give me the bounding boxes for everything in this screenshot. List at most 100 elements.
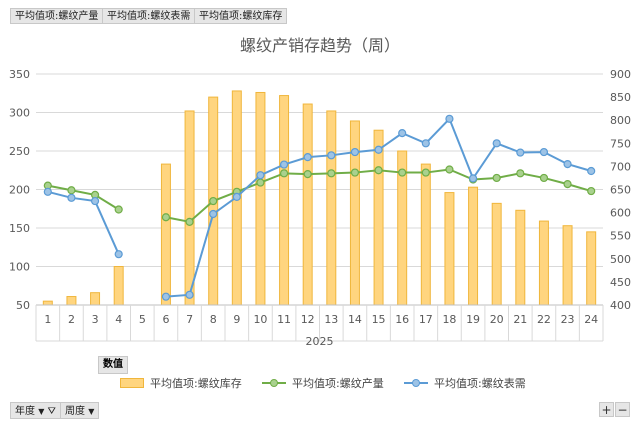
- demand-point: [90, 196, 100, 206]
- bar-inventory: [491, 202, 502, 306]
- x-tick-label: 21: [513, 313, 527, 326]
- bar-inventory: [160, 163, 171, 306]
- demand-point: [256, 171, 265, 180]
- y-left-tick-label: 50: [16, 299, 30, 312]
- bar-inventory: [562, 225, 573, 306]
- bar-inventory: [373, 129, 384, 306]
- x-tick-label: 10: [253, 313, 267, 326]
- legend-demand-label: 平均值项:螺纹表需: [434, 377, 526, 390]
- production-point: [587, 186, 596, 196]
- production-point: [256, 178, 265, 187]
- demand-point: [539, 147, 549, 157]
- y-right-tick-label: 750: [610, 137, 631, 150]
- y-left-tick-label: 150: [9, 222, 30, 235]
- y-right-tick-label: 800: [610, 114, 631, 127]
- x-tick-label: 11: [277, 313, 291, 326]
- x-tick-label: 16: [395, 313, 409, 326]
- bar-inventory: [538, 220, 549, 306]
- bar-inventory: [66, 296, 77, 306]
- bar-inventory: [515, 209, 526, 306]
- field-button-inventory[interactable]: 平均值项:螺纹库存: [194, 8, 288, 24]
- x-tick-label: 6: [162, 313, 169, 326]
- x-tick-label: 19: [466, 313, 480, 326]
- production-point: [114, 205, 123, 214]
- demand-point: [398, 129, 407, 138]
- demand-point: [303, 153, 312, 162]
- production-point: [421, 168, 430, 177]
- legend-inventory-label: 平均值项:螺纹库存: [150, 377, 242, 390]
- bar-inventory: [302, 103, 313, 306]
- demand-point: [374, 145, 383, 154]
- legend-demand: 平均值项:螺纹表需: [404, 375, 526, 391]
- chevron-down-icon: ▼: [38, 407, 45, 416]
- y-left-tick-label: 300: [9, 107, 30, 120]
- bar-inventory: [326, 110, 337, 306]
- production-point: [445, 165, 454, 174]
- y-left-tick-label: 100: [9, 261, 30, 274]
- bar-inventory: [279, 95, 290, 306]
- legend-inventory: 平均值项:螺纹库存: [120, 375, 242, 391]
- y-left-tick-label: 250: [9, 145, 30, 158]
- week-filter-button[interactable]: 周度 ▼: [60, 402, 100, 419]
- production-point: [303, 170, 312, 179]
- x-tick-label: 2: [68, 313, 75, 326]
- legend-production-label: 平均值项:螺纹产量: [292, 377, 384, 390]
- bar-inventory: [255, 91, 266, 306]
- x-tick-label: 18: [442, 313, 456, 326]
- bar-inventory: [586, 231, 597, 306]
- demand-point: [161, 292, 171, 301]
- x-tick-label: 7: [186, 313, 193, 326]
- demand-point: [350, 147, 360, 157]
- legend-bar-swatch: [120, 378, 144, 388]
- production-point: [492, 173, 501, 183]
- collapse-button[interactable]: −: [615, 402, 630, 417]
- demand-point: [563, 159, 572, 169]
- y-right-tick-label: 650: [610, 184, 631, 197]
- x-tick-label: 20: [490, 313, 504, 326]
- x-tick-label: 24: [584, 313, 598, 326]
- demand-point: [492, 139, 501, 148]
- year-filter-button[interactable]: 年度 ▼ ⛛: [10, 402, 61, 419]
- x-tick-label: 23: [561, 313, 575, 326]
- demand-point: [421, 139, 430, 148]
- bar-inventory: [444, 192, 455, 306]
- chart-area: 螺纹产销存趋势（周） 50 100 150 200 250 300 350 400 450 500 5…: [9, 36, 631, 348]
- x-tick-label: 1: [44, 313, 51, 326]
- production-point: [374, 166, 383, 175]
- bar-inventory: [468, 186, 479, 306]
- production-point: [516, 169, 525, 178]
- x-tick-label: 12: [301, 313, 315, 326]
- x-tick-label: 15: [372, 313, 386, 326]
- production-point: [350, 168, 360, 177]
- filter-icon: ⛛: [47, 406, 56, 417]
- production-point: [539, 173, 549, 183]
- y-right-tick-label: 900: [610, 68, 631, 81]
- demand-point: [279, 160, 289, 169]
- chevron-down-icon: ▼: [88, 407, 95, 416]
- y-right-tick-label: 400: [610, 299, 631, 312]
- year-filter-label: 年度: [15, 406, 35, 417]
- values-field-tag[interactable]: 数值: [98, 356, 128, 374]
- demand-point: [327, 151, 336, 160]
- production-point: [398, 168, 407, 177]
- legend-line-swatch: [404, 379, 428, 387]
- expand-button[interactable]: +: [599, 402, 614, 417]
- production-point: [161, 213, 171, 222]
- legend-line-swatch: [262, 379, 286, 387]
- demand-point: [209, 209, 218, 219]
- y-left-tick-label: 200: [9, 184, 30, 197]
- x-tick-label: 13: [324, 313, 338, 326]
- bar-inventory: [420, 163, 431, 306]
- legend-production: 平均值项:螺纹产量: [262, 375, 384, 391]
- demand-point: [445, 114, 454, 123]
- bar-inventory: [42, 300, 53, 306]
- x-group-label: 2025: [306, 335, 334, 348]
- production-point: [185, 217, 194, 226]
- y-right-tick-label: 550: [610, 230, 631, 243]
- y-right-tick-label: 450: [610, 276, 631, 289]
- production-point: [67, 186, 76, 195]
- demand-line: [47, 190, 120, 255]
- x-tick-label: 4: [115, 313, 122, 326]
- demand-point: [232, 192, 241, 201]
- x-tick-label: 14: [348, 313, 362, 326]
